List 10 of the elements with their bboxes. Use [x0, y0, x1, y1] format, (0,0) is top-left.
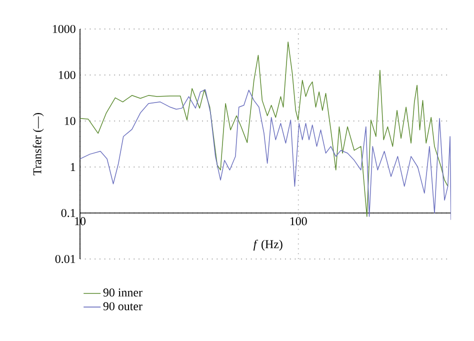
y-tick-label: 100 — [58, 70, 76, 80]
legend-label: 90 inner — [103, 288, 142, 297]
y-tick-label: 0.1 — [61, 208, 76, 218]
y-tick-label: 1 — [70, 163, 76, 171]
y-tick-label: 10 — [64, 116, 76, 126]
y-axis-title: Transfer (—) — [32, 113, 44, 176]
x-axis-title: f (Hz) — [253, 240, 282, 251]
y-tick-label: 1000 — [52, 24, 76, 34]
y-tick-label: 0.01 — [55, 254, 76, 264]
legend-label: 90 outer — [103, 302, 142, 310]
